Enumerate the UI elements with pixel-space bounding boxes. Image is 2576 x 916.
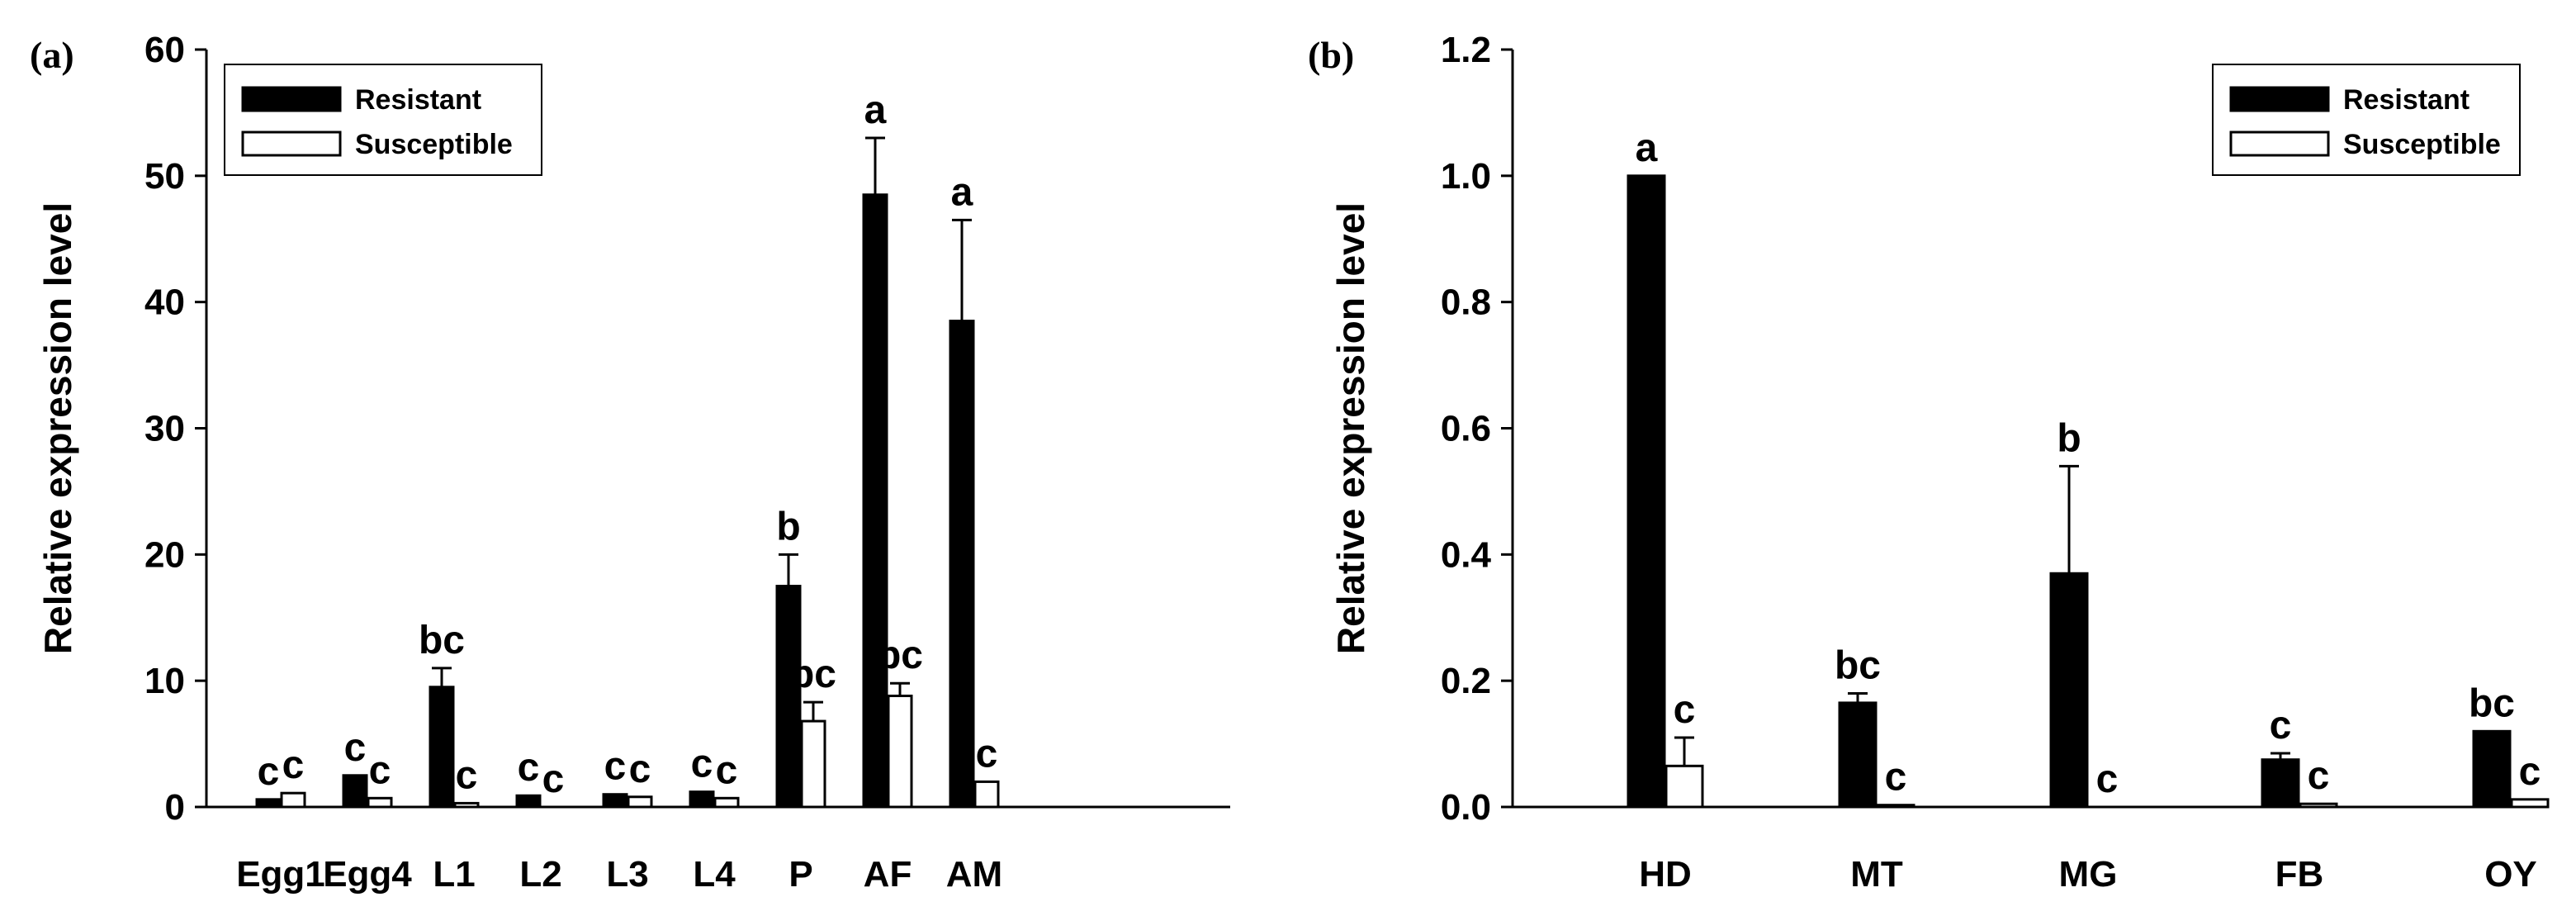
- x-tick-label: AM: [946, 854, 1002, 895]
- bar-susceptible-fb: [2299, 802, 2338, 809]
- bar-susceptible-oy: [2510, 798, 2550, 809]
- panel-b-chart: (b) 0.0 0.2 0.4 0.6 0.8 1.0 1.2 Relative express…: [1308, 30, 2550, 895]
- significance-letter: b: [776, 505, 800, 548]
- significance-letter: a: [951, 170, 973, 214]
- significance-letter: a: [1636, 126, 1658, 170]
- significance-letter: a: [864, 88, 887, 132]
- bar-susceptible-egg4: [367, 796, 393, 809]
- significance-letter: c: [542, 757, 565, 801]
- y-tick-label: 40: [144, 282, 185, 323]
- legend-label-resistant: Resistant: [355, 84, 481, 116]
- significance-letter: c: [716, 748, 738, 792]
- legend-swatch-susceptible: [241, 131, 342, 157]
- significance-letter: c: [518, 746, 540, 790]
- significance-letter: c: [456, 753, 478, 797]
- bar-susceptible-egg1: [280, 791, 306, 809]
- legend-label-susceptible: Susceptible: [355, 129, 513, 160]
- x-tick-label: L2: [519, 854, 561, 895]
- significance-letter: c: [604, 745, 627, 789]
- x-tick-label: MG: [2059, 854, 2118, 895]
- legend-swatch-resistant: [241, 86, 342, 112]
- significance-letter: bc: [877, 634, 923, 677]
- bar-resistant-p: [775, 585, 802, 809]
- x-tick-label: L3: [606, 854, 648, 895]
- bar-resistant-hd: [1627, 174, 1666, 809]
- bar-resistant-l2: [515, 794, 542, 809]
- bar-susceptible-am: [973, 780, 1000, 809]
- y-tick-label: 0.0: [1441, 787, 1491, 828]
- x-tick-label: MT: [1850, 854, 1903, 895]
- significance-letter: bc: [419, 619, 465, 662]
- significance-letter: c: [629, 748, 651, 791]
- bar-susceptible-l4: [713, 796, 740, 809]
- bar-resistant-mg: [2049, 572, 2089, 809]
- bar-susceptible-hd: [1664, 764, 1704, 809]
- significance-letter: b: [2057, 416, 2081, 460]
- panel-label: (a): [30, 34, 74, 76]
- significance-letter: bc: [2469, 681, 2515, 725]
- legend-label-resistant: Resistant: [2343, 84, 2469, 116]
- bar-resistant-egg1: [255, 798, 282, 809]
- x-tick-label: P: [788, 854, 812, 895]
- significance-letter: c: [1885, 756, 1907, 800]
- y-tick-label: 0.2: [1441, 661, 1491, 701]
- y-tick-label: 30: [144, 409, 185, 449]
- legend-box: [2212, 64, 2521, 176]
- panel-label: (b): [1308, 34, 1354, 76]
- legend-box: [224, 64, 542, 176]
- significance-letter: c: [1674, 688, 1696, 732]
- significance-letter: c: [282, 743, 305, 787]
- x-tick-label: L4: [693, 854, 736, 895]
- x-tick-label: L1: [433, 854, 475, 895]
- bar-susceptible-p: [800, 719, 826, 809]
- bar-resistant-l4: [689, 790, 715, 809]
- x-tick-label: AF: [864, 854, 912, 895]
- y-tick-label: 0.4: [1441, 534, 1492, 575]
- bar-resistant-egg4: [342, 774, 368, 809]
- significance-letter: c: [344, 726, 367, 770]
- significance-letter: c: [369, 748, 391, 792]
- y-axis-title: Relative expression level: [36, 202, 79, 654]
- bar-resistant-am: [949, 320, 975, 809]
- bar-resistant-l1: [429, 686, 455, 809]
- y-tick-label: 1.2: [1441, 30, 1491, 70]
- panel-a-chart: (a) 0 10 20 30 40 50 60 Relative expression leve…: [30, 30, 1230, 895]
- bar-resistant-l3: [602, 793, 628, 809]
- y-tick-label: 0.8: [1441, 282, 1491, 323]
- y-tick-label: 1.0: [1441, 156, 1491, 197]
- y-axis-title: Relative expression level: [1329, 202, 1372, 654]
- bar-resistant-af: [862, 193, 888, 809]
- significance-letter: bc: [1835, 643, 1881, 687]
- significance-letter: c: [691, 743, 713, 786]
- bar-susceptible-l1: [453, 801, 480, 809]
- y-tick-label: 10: [144, 661, 185, 701]
- significance-letter: c: [258, 750, 280, 794]
- legend-swatch-susceptible: [2229, 131, 2330, 157]
- significance-letter: c: [2270, 704, 2292, 748]
- significance-letter: c: [2096, 757, 2119, 801]
- y-tick-label: 0: [165, 787, 185, 828]
- x-tick-label: OY: [2484, 854, 2537, 895]
- bar-resistant-fb: [2261, 758, 2300, 809]
- significance-letter: c: [2519, 750, 2541, 794]
- bar-susceptible-l3: [627, 795, 653, 809]
- x-tick-label: Egg1: [236, 854, 325, 895]
- y-tick-label: 50: [144, 156, 185, 197]
- significance-letter: c: [2308, 754, 2330, 798]
- y-tick-label: 60: [144, 30, 185, 70]
- y-tick-label: 0.6: [1441, 409, 1491, 449]
- bar-resistant-mt: [1838, 701, 1878, 809]
- significance-letter: c: [976, 732, 998, 776]
- legend-label-susceptible: Susceptible: [2343, 129, 2501, 160]
- x-tick-label: HD: [1639, 854, 1692, 895]
- x-tick-label: Egg4: [323, 854, 412, 895]
- bar-susceptible-af: [887, 695, 913, 809]
- legend-swatch-resistant: [2229, 86, 2330, 112]
- y-tick-label: 20: [144, 534, 185, 575]
- bar-resistant-oy: [2472, 729, 2512, 809]
- x-tick-label: FB: [2275, 854, 2324, 895]
- significance-letter: bc: [790, 653, 836, 696]
- bar-susceptible-mt: [1876, 804, 1915, 809]
